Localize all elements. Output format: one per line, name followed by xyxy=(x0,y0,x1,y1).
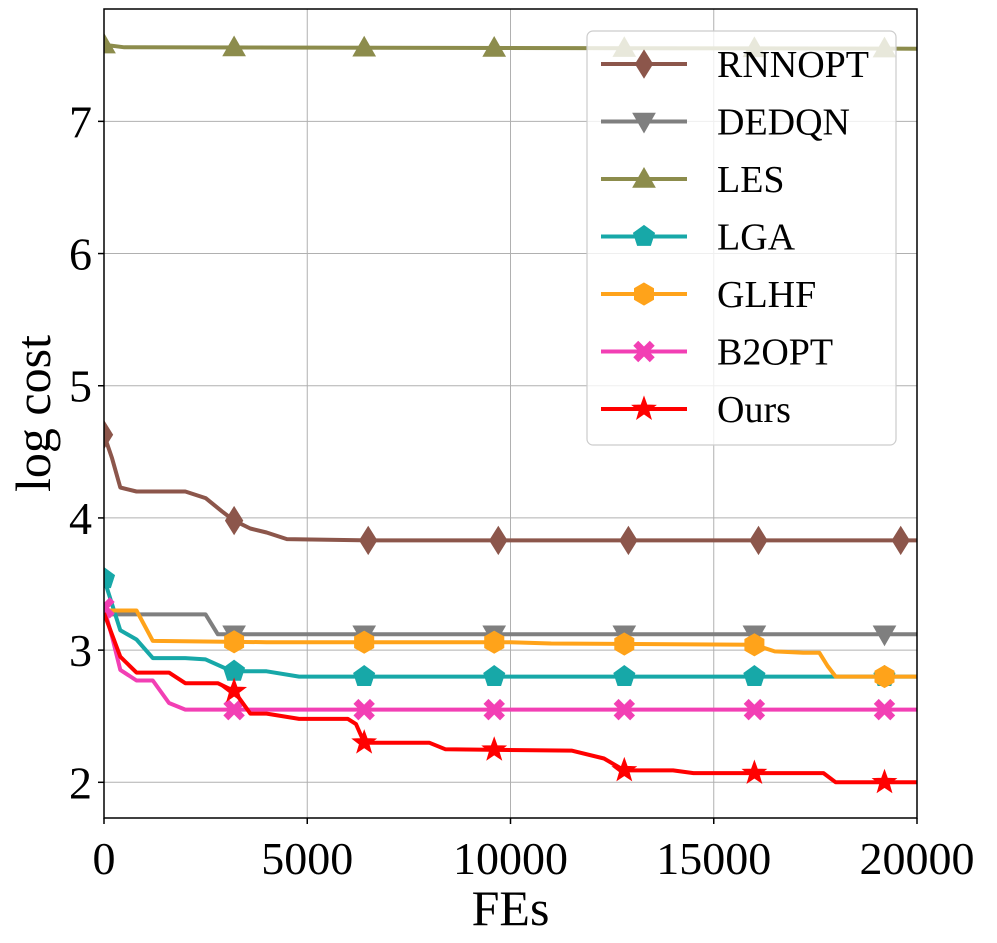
data-point-lga xyxy=(613,664,636,686)
legend-item-b2opt: B2OPT xyxy=(601,332,833,374)
data-point-ours xyxy=(351,729,378,754)
y-tick-label: 2 xyxy=(69,757,92,808)
legend-label: GLHF xyxy=(717,274,816,316)
data-point-rnnopt xyxy=(224,505,244,536)
data-point-glhf xyxy=(874,665,895,689)
data-point-lga xyxy=(353,664,376,686)
data-point-b2opt xyxy=(873,698,896,721)
data-point-dedqn xyxy=(872,625,897,647)
data-point-glhf xyxy=(224,630,245,654)
legend-item-lga: LGA xyxy=(601,217,796,259)
legend-label: LGA xyxy=(717,217,796,259)
legend-label: DEDQN xyxy=(717,102,850,144)
data-point-les xyxy=(222,35,246,57)
series-ours xyxy=(104,612,917,794)
data-point-ours xyxy=(611,756,638,782)
series-line-lga xyxy=(104,578,917,679)
data-point-b2opt xyxy=(613,698,636,721)
y-tick-label: 6 xyxy=(69,229,92,280)
legend-item-ours: Ours xyxy=(601,389,791,431)
data-point-rnnopt xyxy=(891,525,910,556)
data-point-glhf xyxy=(614,632,635,656)
data-point-rnnopt xyxy=(749,525,768,556)
data-point-rnnopt xyxy=(104,419,114,450)
data-point-les xyxy=(352,35,377,57)
series-line-ours xyxy=(104,612,917,785)
legend-marker-ours xyxy=(631,395,657,421)
data-point-lga xyxy=(104,567,116,589)
legend-marker-glhf xyxy=(634,282,654,306)
data-point-lga xyxy=(223,659,246,681)
legend-label: B2OPT xyxy=(717,332,833,374)
y-tick-label: 5 xyxy=(69,361,92,412)
data-point-b2opt xyxy=(743,698,766,721)
data-point-lga xyxy=(743,664,766,686)
y-tick-label: 4 xyxy=(69,493,92,544)
legend: RNNOPT DEDQN LES LGA GLHF B2OPT Ours xyxy=(586,30,897,446)
plot-area xyxy=(104,32,917,794)
legend-item-les: LES xyxy=(601,159,785,201)
x-tick-label: 15000 xyxy=(656,833,771,884)
x-tick-label: 5000 xyxy=(261,833,353,884)
x-axis-label: FEs xyxy=(472,880,550,936)
legend-label: LES xyxy=(717,159,785,201)
legend-marker-dedqn xyxy=(632,112,656,134)
data-point-les xyxy=(482,35,507,57)
data-point-b2opt xyxy=(483,698,505,721)
data-point-glhf xyxy=(744,633,765,657)
data-point-b2opt xyxy=(223,698,245,721)
data-point-rnnopt xyxy=(359,525,378,556)
y-tick-label: 3 xyxy=(69,625,92,676)
legend-marker-les xyxy=(632,166,656,188)
x-tick-label: 0 xyxy=(93,833,116,884)
y-axis-label: log cost xyxy=(5,335,61,492)
x-tick-label: 20000 xyxy=(860,833,975,884)
legend-label: Ours xyxy=(717,389,791,431)
data-point-lga xyxy=(483,664,506,686)
series-rnnopt xyxy=(104,419,917,556)
legend-item-glhf: GLHF xyxy=(601,274,816,316)
series-glhf xyxy=(104,608,917,689)
axis-ticks: 0 5000 10000 15000 20000 2 3 4 5 6 7 xyxy=(69,96,975,884)
data-point-ours xyxy=(221,677,248,703)
data-point-ours xyxy=(871,768,898,794)
series-b2opt xyxy=(104,597,917,721)
series-line-rnnopt xyxy=(104,434,917,543)
legend-item-dedqn: DEDQN xyxy=(601,102,850,144)
data-point-glhf xyxy=(354,630,375,654)
data-point-glhf xyxy=(484,630,505,654)
data-point-ours xyxy=(481,736,508,761)
data-point-b2opt xyxy=(353,698,375,721)
data-point-b2opt xyxy=(104,597,115,619)
legend-item-rnnopt: RNNOPT xyxy=(601,44,869,86)
y-tick-label: 7 xyxy=(69,96,92,147)
legend-marker-lga xyxy=(632,224,656,246)
legend-box xyxy=(586,30,897,446)
legend-label: RNNOPT xyxy=(717,44,869,86)
data-point-les xyxy=(104,32,116,54)
data-point-rnnopt xyxy=(619,525,638,556)
legend-marker-b2opt xyxy=(633,340,655,363)
data-point-ours xyxy=(741,759,768,784)
data-point-rnnopt xyxy=(489,525,508,556)
legend-marker-rnnopt xyxy=(634,49,654,79)
x-tick-label: 10000 xyxy=(453,833,568,884)
